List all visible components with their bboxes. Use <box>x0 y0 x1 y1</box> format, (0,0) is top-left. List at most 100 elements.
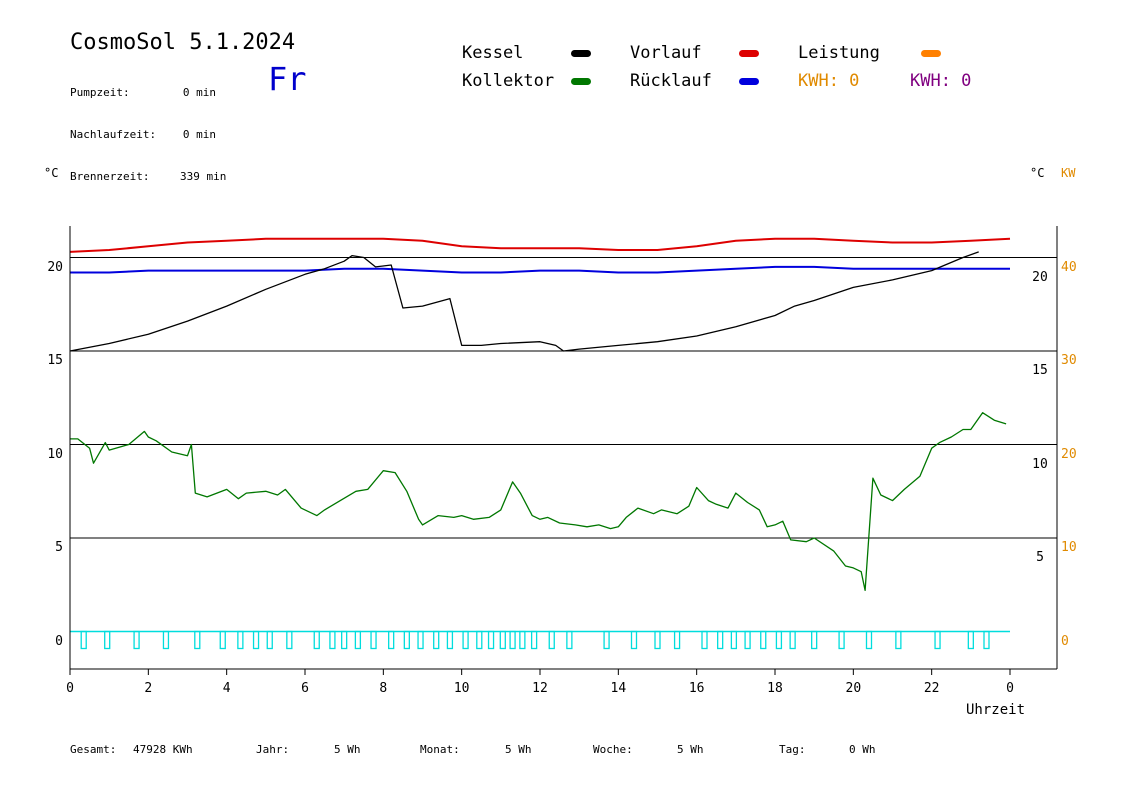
pump-pulse <box>341 630 348 650</box>
nachlaufzeit-value: 0 min <box>182 128 216 141</box>
y-tick-label-right: 5 <box>1036 550 1044 565</box>
series-line-kessel <box>69 251 979 352</box>
pump-pulse <box>654 630 661 650</box>
pump-pulse <box>530 630 538 650</box>
pump-pulse <box>744 630 751 650</box>
legend-ruecklauf-label: Rücklauf <box>630 71 712 91</box>
pump-pulse <box>252 630 260 650</box>
series-line-kollektor <box>70 412 1007 592</box>
legend-leistung-swatch <box>921 50 941 57</box>
pump-pulse <box>133 630 140 650</box>
nachlaufzeit-row: Nachlaufzeit: 0 min <box>70 128 216 142</box>
pump-pulse <box>519 630 526 650</box>
pump-pulse <box>838 630 845 650</box>
pump-pulse <box>730 630 738 650</box>
pump-pulse <box>701 630 708 650</box>
pump-pulse <box>476 630 483 650</box>
pump-pulse <box>354 630 362 650</box>
x-tick-label: 6 <box>301 681 309 696</box>
y-tick-label-kw: 30 <box>1061 353 1077 368</box>
jahr-value: 5 Wh <box>334 743 361 756</box>
pump-pulse <box>313 630 320 650</box>
legend-kollektor-swatch <box>571 78 591 85</box>
pump-pulse <box>80 630 87 650</box>
x-tick-label: 8 <box>379 681 387 696</box>
pump-pulse <box>329 630 336 650</box>
pump-pulse <box>566 630 573 650</box>
monat-label: Monat: <box>420 743 460 756</box>
pump-pulse <box>673 630 681 650</box>
pumpzeit-value: 0 min <box>182 86 216 99</box>
nachlaufzeit-label: Nachlaufzeit: <box>70 128 157 141</box>
y-tick-label-left: 0 <box>55 634 63 649</box>
gesamt-value: 47928 KWh <box>133 743 193 756</box>
pump-pulse <box>603 630 610 650</box>
y-tick-label-kw: 20 <box>1061 447 1077 462</box>
pump-pulse <box>219 630 226 650</box>
pump-pulse <box>433 630 440 650</box>
y-tick-label-left: 10 <box>47 447 63 462</box>
series-line-vorlauf <box>69 237 1011 253</box>
legend-ruecklauf-swatch <box>739 78 759 85</box>
pumpzeit-label: Pumpzeit: <box>70 86 130 99</box>
pump-pulse <box>760 630 767 650</box>
woche-value: 5 Wh <box>677 743 704 756</box>
pump-pulse <box>104 630 111 650</box>
pump-pulse <box>462 630 469 650</box>
legend-kollektor-label: Kollektor <box>462 71 555 91</box>
pump-pulse <box>286 630 293 650</box>
pump-pulse <box>370 630 377 650</box>
x-tick-label: 14 <box>611 681 627 696</box>
pump-pulse <box>895 630 902 650</box>
y-axis-left-unit: °C <box>44 166 58 180</box>
y-tick-label-right: 20 <box>1032 270 1048 285</box>
y-axis-right-unit: °C <box>1030 166 1044 180</box>
pump-pulse <box>967 630 974 650</box>
x-tick-label: 10 <box>454 681 470 696</box>
woche-label: Woche: <box>593 743 633 756</box>
jahr-label: Jahr: <box>256 743 290 756</box>
pump-pulse <box>403 630 410 650</box>
x-axis-label: Uhrzeit <box>966 702 1025 718</box>
pump-pulse <box>388 630 395 650</box>
pump-pulse <box>446 630 454 650</box>
pump-pulse <box>934 630 941 650</box>
x-tick-label: 16 <box>689 681 705 696</box>
legend-kessel-swatch <box>571 50 591 57</box>
pump-pulse <box>865 630 873 650</box>
pump-pulse <box>194 630 201 650</box>
weekday-label: Fr <box>268 60 307 98</box>
legend-vorlauf-swatch <box>739 50 759 57</box>
x-tick-label: 2 <box>144 681 152 696</box>
y-tick-label-left: 20 <box>47 260 63 275</box>
legend-vorlauf-label: Vorlauf <box>630 43 702 63</box>
pump-pulse <box>811 630 818 650</box>
pump-pulse <box>162 630 170 650</box>
legend-kwh-purple: KWH: 0 <box>910 71 972 91</box>
legend-kessel-label: Kessel <box>462 43 524 63</box>
pump-pulse <box>499 630 506 650</box>
x-tick-label: 4 <box>223 681 231 696</box>
y-tick-label-kw: 10 <box>1061 540 1077 555</box>
brennerzeit-label: Brennerzeit: <box>70 170 150 183</box>
x-tick-label: 18 <box>767 681 783 696</box>
pumpzeit-row: Pumpzeit: 0 min <box>70 86 216 100</box>
tag-label: Tag: <box>779 743 806 756</box>
y-tick-label-kw: 40 <box>1061 260 1077 275</box>
pump-pulse <box>630 630 638 650</box>
pump-pulse <box>775 630 783 650</box>
y-tick-label-right: 15 <box>1032 363 1048 378</box>
pump-pulse <box>417 630 424 650</box>
page-title: CosmoSol 5.1.2024 <box>70 30 296 55</box>
x-tick-label: 12 <box>532 681 548 696</box>
legend-leistung-label: Leistung <box>798 43 880 63</box>
pump-pulse <box>266 630 273 650</box>
pump-pulse <box>983 630 990 650</box>
y-tick-label-left: 15 <box>47 353 63 368</box>
monat-value: 5 Wh <box>505 743 532 756</box>
legend-kwh-orange: KWH: 0 <box>798 71 860 91</box>
x-tick-label: 0 <box>1006 681 1014 696</box>
tag-value: 0 Wh <box>849 743 876 756</box>
pump-pulse <box>237 630 244 650</box>
